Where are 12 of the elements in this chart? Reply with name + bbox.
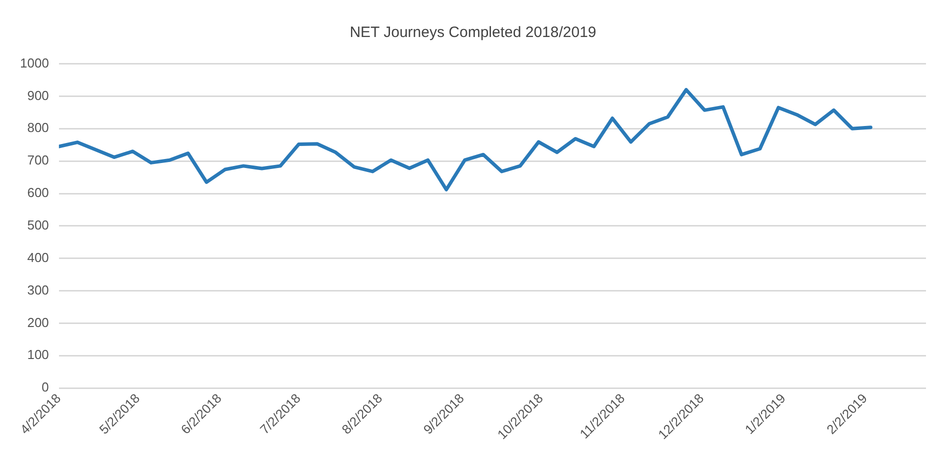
y-tick-label: 1000 — [20, 55, 49, 70]
y-tick-label: 0 — [42, 380, 49, 395]
y-tick-label: 200 — [27, 314, 49, 330]
y-tick-label: 900 — [27, 88, 49, 103]
y-tick-label: 100 — [27, 347, 49, 362]
y-tick-label: 300 — [27, 282, 49, 298]
y-tick-label: 600 — [27, 185, 49, 200]
y-tick-label: 500 — [27, 218, 49, 233]
y-tick-label: 400 — [27, 250, 49, 265]
y-tick-label: 700 — [27, 152, 49, 168]
chart-title: NET Journeys Completed 2018/2019 — [348, 23, 598, 43]
y-tick-label: 800 — [27, 120, 49, 136]
